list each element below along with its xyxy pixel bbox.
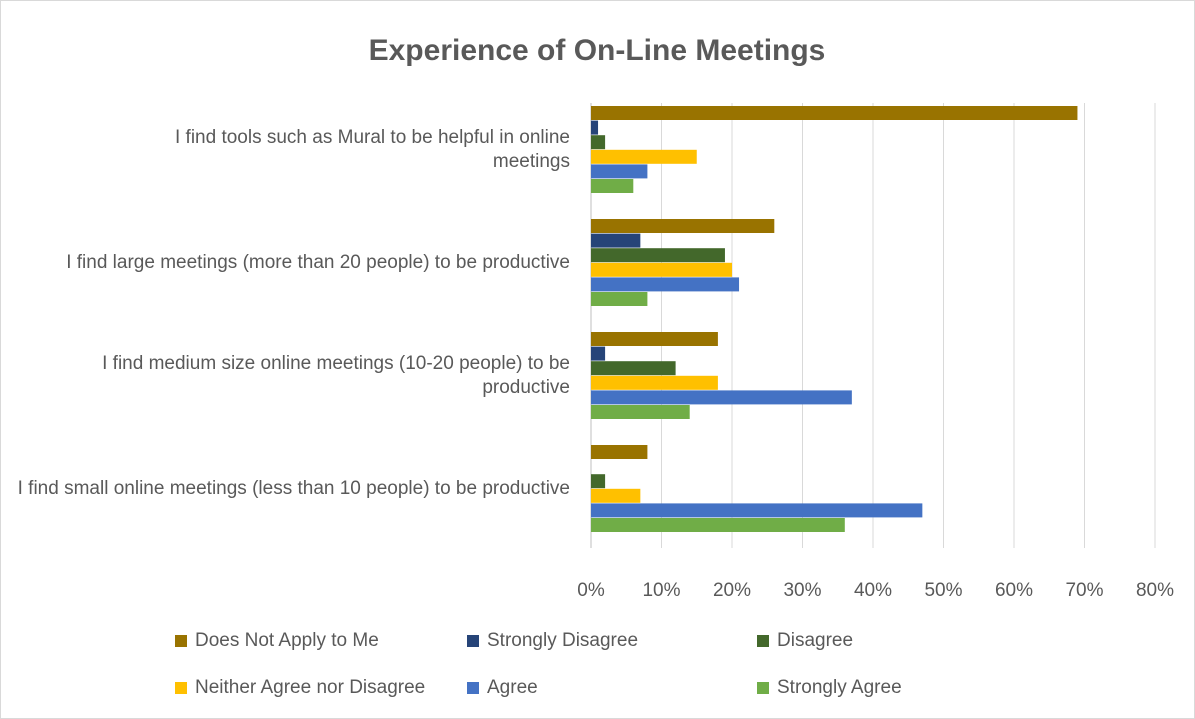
legend-label: Strongly Disagree	[487, 630, 638, 651]
bar	[591, 518, 845, 532]
bar	[591, 375, 718, 390]
bar	[591, 474, 606, 489]
bar	[591, 149, 697, 164]
bar	[591, 233, 641, 248]
legend-swatch	[175, 635, 187, 647]
chart-title: Experience of On-Line Meetings	[369, 34, 826, 67]
bar	[591, 120, 599, 135]
legend-label: Agree	[487, 677, 538, 698]
x-tick-label: 50%	[924, 580, 962, 601]
legend-label: Disagree	[777, 630, 853, 651]
bar	[591, 503, 923, 518]
bar	[591, 292, 648, 306]
bar	[591, 390, 852, 405]
bar	[591, 262, 732, 277]
x-tick-label: 70%	[1065, 580, 1103, 601]
bar	[591, 445, 648, 459]
y-tick-label: I find large meetings (more than 20 peop…	[66, 251, 570, 273]
legend-label: Does Not Apply to Me	[195, 630, 379, 651]
bar	[591, 219, 775, 233]
legend-label: Strongly Agree	[777, 677, 902, 698]
legend-swatch	[757, 635, 769, 647]
bar	[591, 179, 634, 193]
x-tick-label: 40%	[854, 580, 892, 601]
bar	[591, 106, 1078, 120]
legend-swatch	[467, 635, 479, 647]
x-tick-label: 20%	[713, 580, 751, 601]
legend-label: Neither Agree nor Disagree	[195, 677, 425, 698]
bar	[591, 135, 606, 150]
y-tick-label: I find tools such as Mural to be helpful…	[174, 126, 570, 172]
x-tick-label: 80%	[1136, 580, 1174, 601]
legend-swatch	[175, 682, 187, 694]
x-tick-label: 10%	[642, 580, 680, 601]
x-tick-label: 30%	[783, 580, 821, 601]
bar	[591, 332, 718, 346]
legend-swatch	[467, 682, 479, 694]
y-tick-label: I find small online meetings (less than …	[17, 477, 570, 499]
x-tick-label: 0%	[577, 580, 605, 601]
bar	[591, 248, 725, 263]
bar	[591, 164, 648, 179]
bar	[591, 277, 740, 292]
bar	[591, 488, 641, 503]
x-tick-label: 60%	[995, 580, 1033, 601]
legend-swatch	[757, 682, 769, 694]
bar	[591, 361, 676, 376]
bar	[591, 346, 606, 361]
bar	[591, 405, 690, 419]
y-tick-label: I find medium size online meetings (10-2…	[102, 352, 570, 398]
